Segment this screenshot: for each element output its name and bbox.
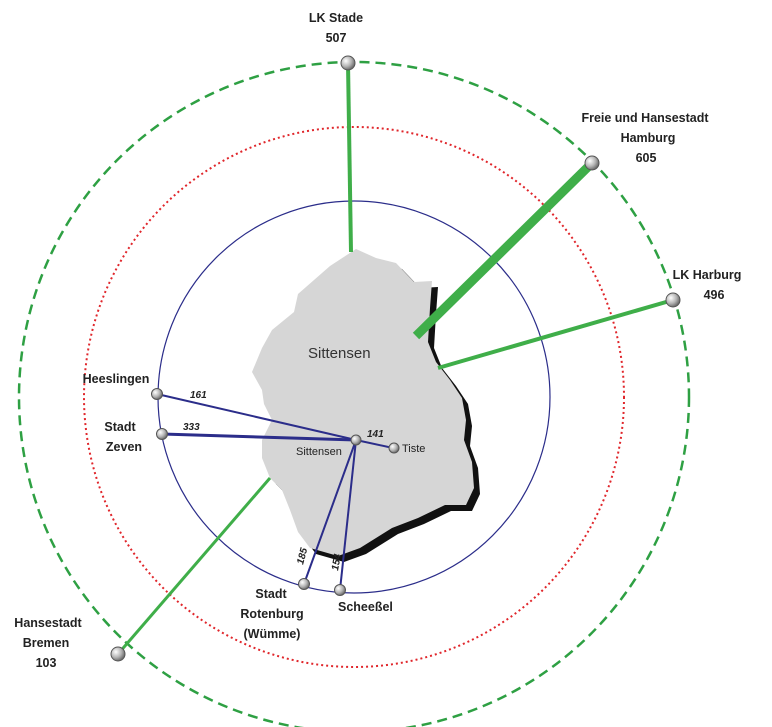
label-harburg-name: LK Harburg (673, 268, 742, 282)
node-tiste[interactable] (388, 442, 400, 454)
label-hamburg-line2: Hamburg (621, 131, 676, 145)
node-harburg[interactable] (665, 292, 681, 308)
label-stade-name: LK Stade (309, 11, 363, 25)
flow-line-zeven (161, 432, 357, 442)
label-stade-value: 507 (326, 31, 347, 45)
region-label: Sittensen (308, 345, 371, 362)
label-tiste-value: 141 (367, 429, 384, 440)
node-heeslingen[interactable] (151, 388, 163, 400)
label-hamburg-line1: Freie und Hansestadt (581, 111, 709, 125)
flow-line-scheessel (339, 439, 357, 591)
flow-line-stade (346, 62, 353, 253)
label-heeslingen-value: 161 (190, 390, 207, 401)
node-stade[interactable] (340, 55, 356, 71)
flow-line-bremen (116, 477, 272, 655)
label-zeven-line1: Stadt (104, 420, 136, 434)
label-rotenburg-line2: Rotenburg (240, 607, 303, 621)
node-hamburg[interactable] (584, 155, 600, 171)
label-zeven-value: 333 (183, 422, 200, 433)
label-rotenburg-value: 185 (295, 546, 310, 565)
node-rotenburg[interactable] (298, 578, 310, 590)
label-hamburg-value: 605 (636, 151, 657, 165)
flow-line-heeslingen (156, 393, 357, 441)
label-bremen-line2: Bremen (23, 636, 70, 650)
label-tiste-name: Tiste (402, 443, 425, 455)
label-heeslingen-name: Heeslingen (83, 372, 150, 386)
label-zeven-line2: Zeven (106, 440, 142, 454)
label-scheessel-value: 154 (330, 553, 344, 572)
label-rotenburg-line3: (Wümme) (244, 627, 301, 641)
flow-line-tiste (355, 439, 394, 449)
node-scheessel[interactable] (334, 584, 346, 596)
center-label: Sittensen (296, 446, 342, 458)
district-sittensen-area (252, 249, 474, 556)
flow-line-rotenburg (303, 439, 357, 585)
flow-line-hamburg (412, 159, 596, 340)
node-zeven[interactable] (156, 428, 168, 440)
node-bremen[interactable] (110, 646, 126, 662)
flow-line-harburg (437, 298, 674, 370)
label-harburg-value: 496 (704, 288, 725, 302)
middle-ring (83, 126, 625, 668)
label-scheessel-name: Scheeßel (338, 600, 393, 614)
label-rotenburg-line1: Stadt (255, 587, 287, 601)
node-sittensen[interactable] (350, 434, 362, 446)
label-bremen-line1: Hansestadt (14, 616, 82, 630)
outer-ring (17, 60, 691, 727)
label-bremen-value: 103 (36, 656, 57, 670)
